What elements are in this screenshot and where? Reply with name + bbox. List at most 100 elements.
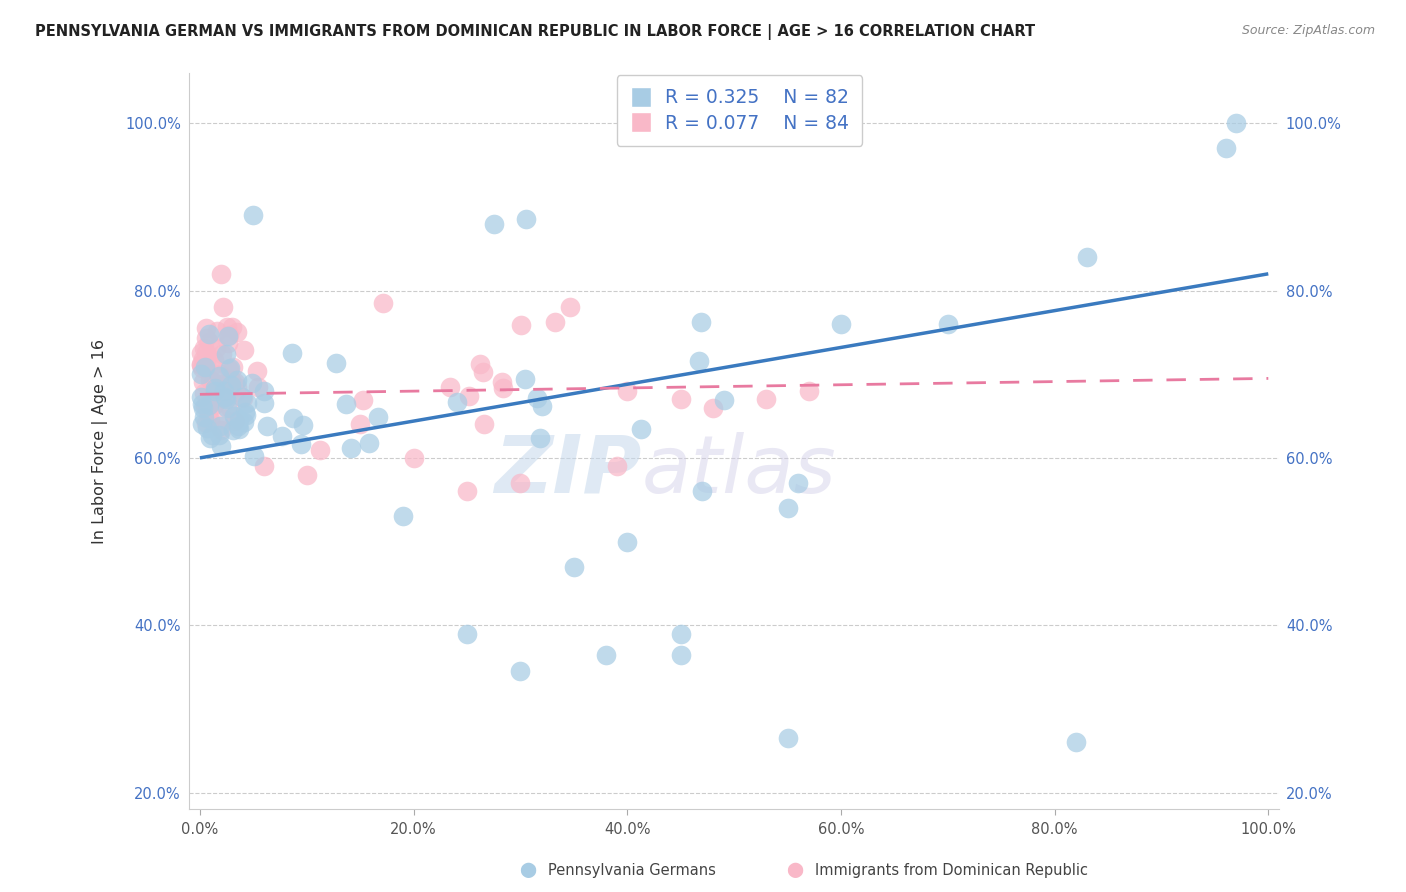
Point [439, 380, 461, 394]
Point [562, 559, 585, 574]
Point [198, 334, 221, 349]
Point [195, 397, 218, 411]
Point [218, 328, 240, 343]
Point [240, 376, 263, 390]
Point [755, 392, 778, 407]
Point [191, 417, 214, 432]
Point [190, 390, 212, 404]
Point [702, 401, 724, 415]
Point [236, 396, 259, 410]
Point [225, 374, 247, 388]
Point [242, 208, 264, 222]
Point [204, 394, 226, 409]
Point [544, 315, 567, 329]
Point [208, 419, 231, 434]
Point [509, 665, 531, 679]
Point [195, 355, 218, 369]
Point [371, 296, 394, 310]
Point [491, 375, 513, 389]
Point [217, 329, 239, 343]
Point [194, 321, 217, 335]
Point [191, 360, 214, 375]
Point [446, 394, 468, 409]
Point [204, 341, 226, 355]
Point [228, 422, 250, 436]
Point [202, 353, 225, 368]
Point [402, 450, 425, 465]
Point [456, 484, 478, 499]
Point [492, 381, 515, 395]
Point [202, 398, 225, 412]
Point [531, 399, 554, 413]
Point [194, 399, 217, 413]
Point [226, 380, 249, 394]
Point [208, 382, 231, 396]
Point [193, 341, 215, 355]
Point [232, 391, 254, 405]
Point [340, 441, 363, 455]
Point [1225, 116, 1247, 130]
Point [198, 432, 221, 446]
Point [217, 336, 239, 351]
Point [197, 407, 219, 421]
Point [224, 414, 246, 428]
Point [256, 419, 278, 434]
Point [222, 409, 245, 423]
Point [690, 484, 713, 499]
Text: PENNSYLVANIA GERMAN VS IMMIGRANTS FROM DOMINICAN REPUBLIC IN LABOR FORCE | AGE >: PENNSYLVANIA GERMAN VS IMMIGRANTS FROM D… [35, 24, 1035, 40]
Point [595, 648, 617, 662]
Point [472, 365, 495, 379]
Point [209, 367, 232, 381]
Point [201, 392, 224, 406]
Point [219, 373, 242, 387]
Text: atlas: atlas [641, 432, 837, 509]
Point [669, 392, 692, 407]
Point [195, 420, 218, 434]
Point [787, 475, 810, 490]
Point [190, 359, 212, 373]
Point [205, 388, 228, 402]
Point [270, 429, 292, 443]
Point [208, 427, 231, 442]
Point [349, 417, 371, 432]
Point [1076, 250, 1098, 264]
Point [526, 392, 548, 406]
Point [208, 376, 231, 391]
Point [325, 356, 347, 370]
Point [194, 331, 217, 345]
Point [797, 384, 820, 398]
Text: Pennsylvania Germans: Pennsylvania Germans [548, 863, 716, 878]
Point [209, 423, 232, 437]
Point [202, 379, 225, 393]
Point [215, 392, 238, 407]
Point [224, 376, 246, 390]
Point [214, 411, 236, 425]
Point [470, 357, 492, 371]
Point [211, 347, 233, 361]
Point [713, 393, 735, 408]
Point [936, 317, 959, 331]
Point [509, 475, 531, 490]
Point [204, 384, 226, 398]
Point [198, 326, 221, 341]
Point [472, 417, 495, 431]
Legend: R = 0.325    N = 82, R = 0.077    N = 84: R = 0.325 N = 82, R = 0.077 N = 84 [617, 75, 862, 145]
Point [616, 534, 638, 549]
Point [776, 731, 799, 746]
Point [217, 379, 239, 393]
Point [560, 300, 582, 314]
Point [225, 384, 247, 399]
Point [232, 343, 254, 357]
Point [688, 353, 710, 368]
Text: Immigrants from Dominican Republic: Immigrants from Dominican Republic [815, 863, 1088, 878]
Point [309, 442, 332, 457]
Point [190, 367, 212, 381]
Point [458, 389, 481, 403]
Point [218, 401, 240, 415]
Point [290, 437, 312, 451]
Point [247, 379, 270, 393]
Text: ⬤: ⬤ [786, 863, 803, 878]
Point [352, 393, 374, 408]
Point [226, 418, 249, 433]
Point [194, 416, 217, 430]
